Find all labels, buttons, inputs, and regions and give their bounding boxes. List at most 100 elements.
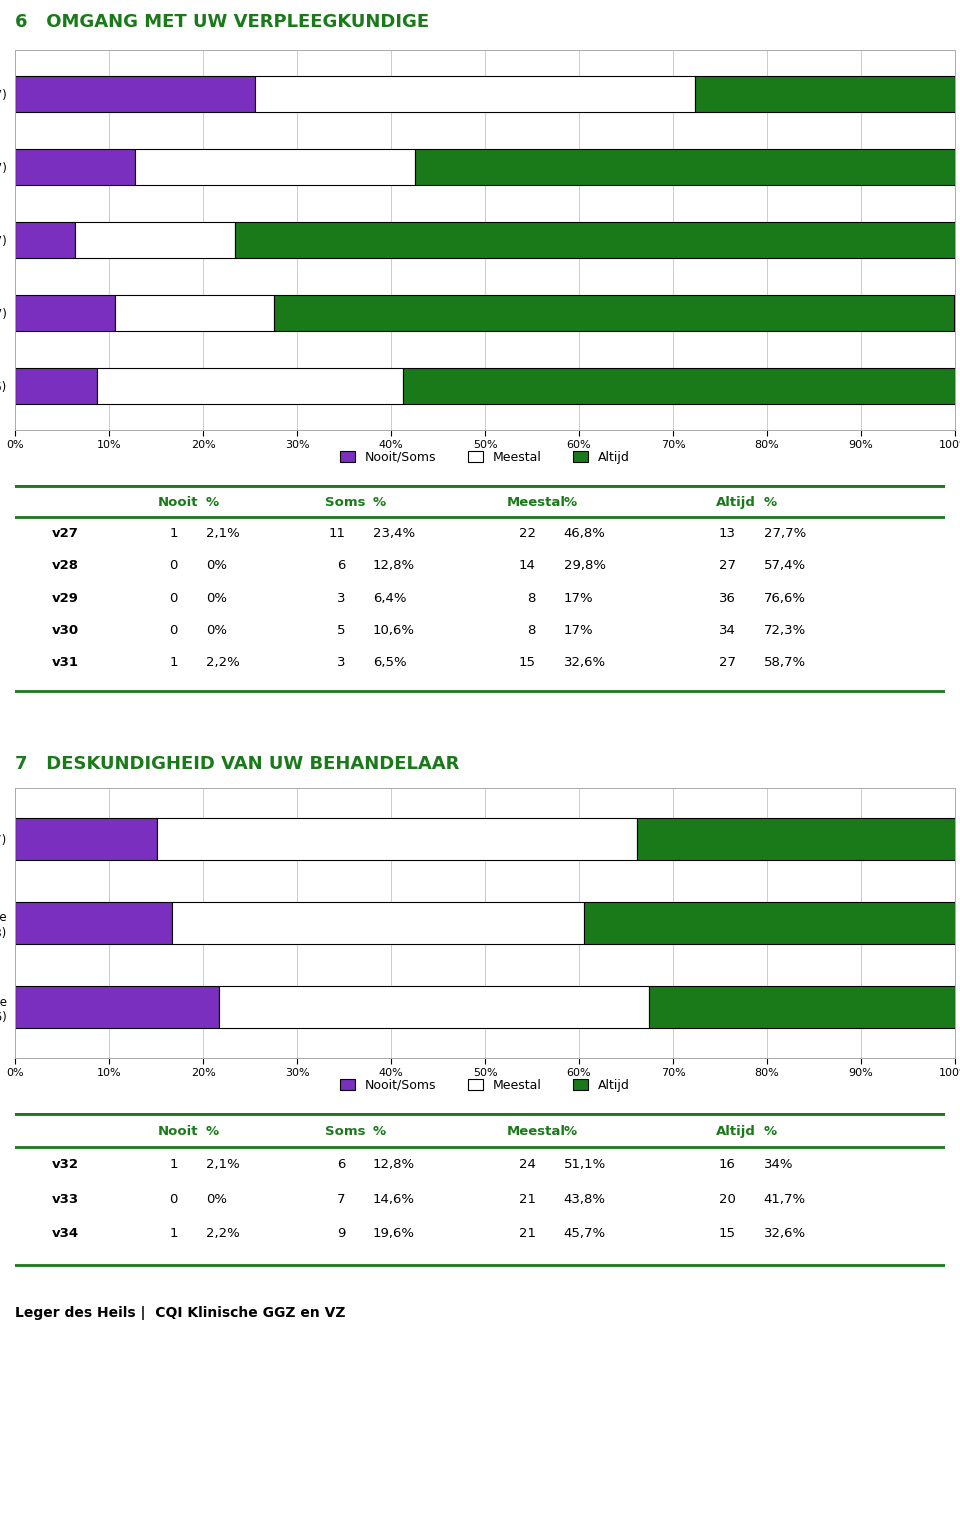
Text: 15: 15	[518, 657, 536, 669]
Text: 2,2%: 2,2%	[205, 1227, 239, 1241]
Text: 3: 3	[337, 591, 346, 605]
Text: 1: 1	[169, 657, 178, 669]
Text: 43,8%: 43,8%	[564, 1193, 606, 1205]
Text: 12,8%: 12,8%	[373, 1158, 415, 1170]
Text: Soms: Soms	[324, 1125, 366, 1138]
Text: 14,6%: 14,6%	[373, 1193, 415, 1205]
Text: %: %	[564, 1125, 577, 1138]
Text: 2,2%: 2,2%	[205, 657, 239, 669]
Text: 0%: 0%	[205, 591, 227, 605]
Text: 24: 24	[519, 1158, 536, 1170]
Text: 7: 7	[337, 1193, 346, 1205]
Text: Altijd: Altijd	[716, 497, 756, 509]
Text: 17%: 17%	[564, 623, 593, 637]
Bar	[695, 76, 955, 113]
Text: 0: 0	[169, 1193, 178, 1205]
Bar	[637, 817, 957, 860]
Text: 6: 6	[337, 559, 346, 573]
Text: 19,6%: 19,6%	[373, 1227, 415, 1241]
Text: %: %	[373, 1125, 386, 1138]
Text: 45,7%: 45,7%	[564, 1227, 606, 1241]
Text: 1: 1	[169, 1227, 178, 1241]
Text: 46,8%: 46,8%	[564, 527, 606, 539]
Text: 58,7%: 58,7%	[763, 657, 805, 669]
Bar	[235, 221, 955, 258]
Text: 9: 9	[337, 1227, 346, 1241]
Text: 10,6%: 10,6%	[373, 623, 415, 637]
Text: 41,7%: 41,7%	[763, 1193, 805, 1205]
Text: 34%: 34%	[763, 1158, 793, 1170]
Text: v28: v28	[52, 559, 79, 573]
Text: 57,4%: 57,4%	[763, 559, 805, 573]
Text: %: %	[205, 497, 219, 509]
Bar	[649, 986, 955, 1029]
Bar	[114, 294, 275, 331]
Text: 7   DESKUNDIGHEID VAN UW BEHANDELAAR: 7 DESKUNDIGHEID VAN UW BEHANDELAAR	[15, 754, 460, 773]
Bar	[15, 76, 254, 113]
Bar	[15, 986, 219, 1029]
Text: 0: 0	[169, 559, 178, 573]
Text: v27: v27	[52, 527, 79, 539]
Legend: Nooit/Soms, Meestal, Altijd: Nooit/Soms, Meestal, Altijd	[340, 1079, 630, 1093]
Text: 17%: 17%	[564, 591, 593, 605]
Text: v32: v32	[52, 1158, 79, 1170]
Bar	[254, 76, 695, 113]
Text: 6: 6	[337, 1158, 346, 1170]
Text: 27: 27	[719, 657, 735, 669]
Text: 32,6%: 32,6%	[763, 1227, 805, 1241]
Text: 16: 16	[719, 1158, 735, 1170]
Bar	[15, 221, 75, 258]
Bar	[15, 817, 156, 860]
Bar	[97, 367, 403, 404]
Bar	[15, 294, 114, 331]
Bar	[219, 986, 649, 1029]
Text: 1: 1	[169, 1158, 178, 1170]
Text: %: %	[564, 497, 577, 509]
Text: Soms: Soms	[324, 497, 366, 509]
Text: 22: 22	[518, 527, 536, 539]
Text: 8: 8	[527, 623, 536, 637]
Text: 29,8%: 29,8%	[564, 559, 606, 573]
Text: Nooit: Nooit	[157, 1125, 198, 1138]
Text: v31: v31	[52, 657, 79, 669]
Text: 6,4%: 6,4%	[373, 591, 406, 605]
Bar	[403, 367, 955, 404]
Text: 13: 13	[719, 527, 735, 539]
Text: 12,8%: 12,8%	[373, 559, 415, 573]
Text: 11: 11	[328, 527, 346, 539]
Text: 27: 27	[719, 559, 735, 573]
Text: 5: 5	[337, 623, 346, 637]
Text: %: %	[763, 1125, 777, 1138]
Text: 21: 21	[518, 1193, 536, 1205]
Text: 0%: 0%	[205, 1193, 227, 1205]
Bar	[156, 817, 637, 860]
Text: 2,1%: 2,1%	[205, 1158, 239, 1170]
Text: Nooit: Nooit	[157, 497, 198, 509]
Text: 23,4%: 23,4%	[373, 527, 415, 539]
Text: 20: 20	[719, 1193, 735, 1205]
Bar	[15, 902, 172, 943]
Text: v34: v34	[52, 1227, 80, 1241]
Text: 6   OMGANG MET UW VERPLEEGKUNDIGE: 6 OMGANG MET UW VERPLEEGKUNDIGE	[15, 14, 429, 30]
Text: v29: v29	[52, 591, 79, 605]
Text: 2,1%: 2,1%	[205, 527, 239, 539]
Bar	[584, 902, 960, 943]
Text: 3: 3	[337, 657, 346, 669]
Bar	[172, 902, 584, 943]
Text: 0: 0	[169, 623, 178, 637]
Text: %: %	[373, 497, 386, 509]
Text: 8: 8	[527, 591, 536, 605]
Text: 0: 0	[169, 591, 178, 605]
Text: Leger des Heils |  CQI Klinische GGZ en VZ: Leger des Heils | CQI Klinische GGZ en V…	[15, 1306, 346, 1320]
Bar	[15, 367, 97, 404]
Text: 32,6%: 32,6%	[564, 657, 606, 669]
Text: 72,3%: 72,3%	[763, 623, 805, 637]
Text: v33: v33	[52, 1193, 80, 1205]
Text: v30: v30	[52, 623, 80, 637]
Text: Altijd: Altijd	[716, 1125, 756, 1138]
Text: 21: 21	[518, 1227, 536, 1241]
Text: 27,7%: 27,7%	[763, 527, 805, 539]
Text: 15: 15	[719, 1227, 735, 1241]
Bar	[416, 149, 955, 186]
Text: 76,6%: 76,6%	[763, 591, 805, 605]
